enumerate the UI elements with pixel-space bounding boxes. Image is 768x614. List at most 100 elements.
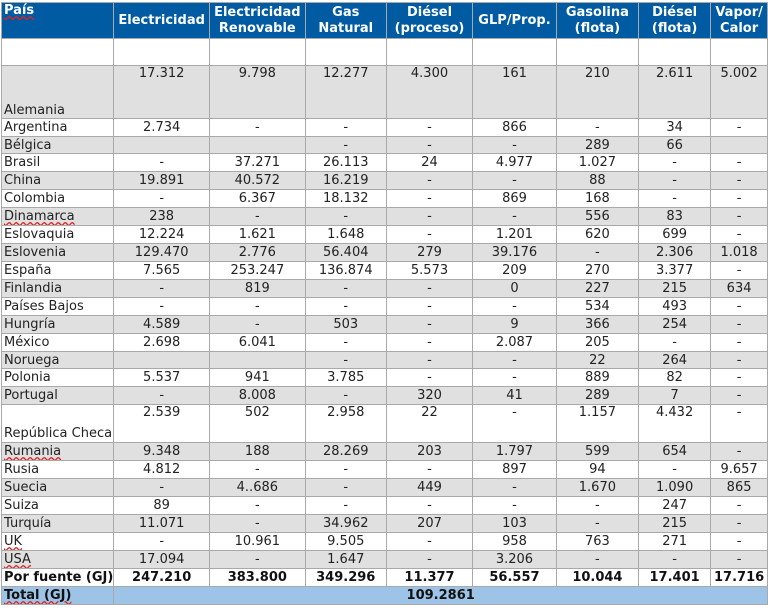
- value-cell: -: [710, 225, 768, 244]
- value-cell: 203: [385, 442, 474, 461]
- totals-label: Por fuente (GJ): [0, 568, 115, 587]
- table-row: Suiza 89- - - - -247-: [0, 496, 768, 515]
- value-cell: 37.271: [209, 153, 306, 172]
- value-cell: 12.224: [113, 225, 210, 244]
- country-cell: Noruega: [0, 351, 115, 369]
- value-cell: -: [638, 460, 712, 479]
- value-cell: 39.176: [472, 243, 557, 262]
- value-cell: 699: [638, 225, 712, 244]
- table-row: República Checa 2.539 502 2.958 22-1.157 4.43…: [0, 404, 768, 443]
- value-cell: 556: [555, 207, 640, 226]
- value-cell: -: [710, 550, 768, 569]
- value-cell: 82: [638, 368, 712, 387]
- value-cell: 1.018: [710, 243, 768, 262]
- value-cell: -: [472, 351, 557, 369]
- value-cell: -: [385, 496, 474, 515]
- value-cell: -: [385, 225, 474, 244]
- value-cell: -: [304, 207, 387, 226]
- value-cell: 9.505: [304, 532, 387, 551]
- value-cell: 227: [555, 279, 640, 298]
- spacer-row: [0, 38, 768, 66]
- value-cell: -: [638, 333, 712, 352]
- country-cell: UK: [0, 532, 115, 551]
- value-cell: 4.589: [113, 315, 210, 334]
- value-cell: -: [385, 297, 474, 316]
- value-cell: 28.269: [304, 442, 387, 461]
- value-cell: 129.470: [113, 243, 210, 262]
- table-row: UK -10.961 9.505-958 763 271-: [0, 532, 768, 551]
- value-cell: -: [304, 118, 387, 137]
- column-header-country: País: [0, 2, 115, 39]
- value-cell: 5.537: [113, 368, 210, 387]
- value-cell: 0: [472, 279, 557, 298]
- country-cell: República Checa: [0, 404, 115, 443]
- value-cell: -: [304, 478, 387, 497]
- value-cell: 264: [638, 351, 712, 369]
- table-row: Finlandia -819- -0 227 215 634: [0, 279, 768, 298]
- table-row: Suecia -4..686-449-1.670 1.090 865: [0, 478, 768, 497]
- value-cell: 136.874: [304, 261, 387, 280]
- value-cell: -: [555, 118, 640, 137]
- value-cell: -: [710, 261, 768, 280]
- value-cell: -: [385, 136, 474, 154]
- column-header-natural-gas: Gas Natural: [304, 2, 387, 39]
- value-cell: 89: [113, 496, 210, 515]
- column-header-diesel-process: Diésel (proceso): [385, 2, 474, 39]
- value-cell: -: [555, 243, 640, 262]
- value-cell: 1.090: [638, 478, 712, 497]
- value-cell: -: [304, 386, 387, 405]
- value-cell: 11.071: [113, 514, 210, 533]
- value-cell: -: [113, 189, 210, 208]
- value-cell: 215: [638, 279, 712, 298]
- value-cell: 1.027: [555, 153, 640, 172]
- table-row: USA 17.094-1.647-3.206- - -: [0, 550, 768, 569]
- value-cell: 654: [638, 442, 712, 461]
- value-cell: 599: [555, 442, 640, 461]
- table-row: Dinamarca 238- - - -556 83-: [0, 207, 768, 226]
- column-header-electricity: Electricidad: [113, 2, 210, 39]
- value-cell: -: [113, 153, 210, 172]
- value-cell: 34.962: [304, 514, 387, 533]
- value-cell: 24: [385, 153, 474, 172]
- value-cell: -: [385, 550, 474, 569]
- country-cell: Argentina: [0, 118, 115, 137]
- value-cell: -: [209, 496, 306, 515]
- value-cell: -: [304, 279, 387, 298]
- value-cell: -: [385, 333, 474, 352]
- value-cell: -: [710, 351, 768, 369]
- value-cell: -: [555, 550, 640, 569]
- value-cell: 819: [209, 279, 306, 298]
- value-cell: 17.312: [113, 65, 210, 119]
- value-cell: -: [472, 478, 557, 497]
- value-cell: -: [304, 297, 387, 316]
- value-cell: 289: [555, 386, 640, 405]
- value-cell: -: [638, 171, 712, 190]
- country-cell: Rusia: [0, 460, 115, 479]
- value-cell: 366: [555, 315, 640, 334]
- value-cell: 941: [209, 368, 306, 387]
- country-cell: Polonia: [0, 368, 115, 387]
- value-cell: -: [209, 460, 306, 479]
- value-cell: 502: [209, 404, 306, 443]
- value-cell: 10.961: [209, 532, 306, 551]
- value-cell: 1.621: [209, 225, 306, 244]
- country-cell: Colombia: [0, 189, 115, 208]
- value-cell: 270: [555, 261, 640, 280]
- grand-total-label: Total (GJ): [0, 586, 115, 605]
- table-row: Alemania 17.312 9.798 12.277 4.300 161 210 2.61…: [0, 65, 768, 119]
- grand-total-value: 109.2861: [113, 586, 768, 605]
- value-cell: 620: [555, 225, 640, 244]
- value-cell: -: [472, 368, 557, 387]
- value-cell: -: [555, 514, 640, 533]
- value-cell: -: [710, 514, 768, 533]
- value-cell: [113, 351, 210, 369]
- value-cell: 763: [555, 532, 640, 551]
- value-cell: -: [472, 171, 557, 190]
- value-cell: 503: [304, 315, 387, 334]
- value-cell: -: [638, 153, 712, 172]
- value-cell: -: [209, 118, 306, 137]
- value-cell: 897: [472, 460, 557, 479]
- country-cell: Países Bajos: [0, 297, 115, 316]
